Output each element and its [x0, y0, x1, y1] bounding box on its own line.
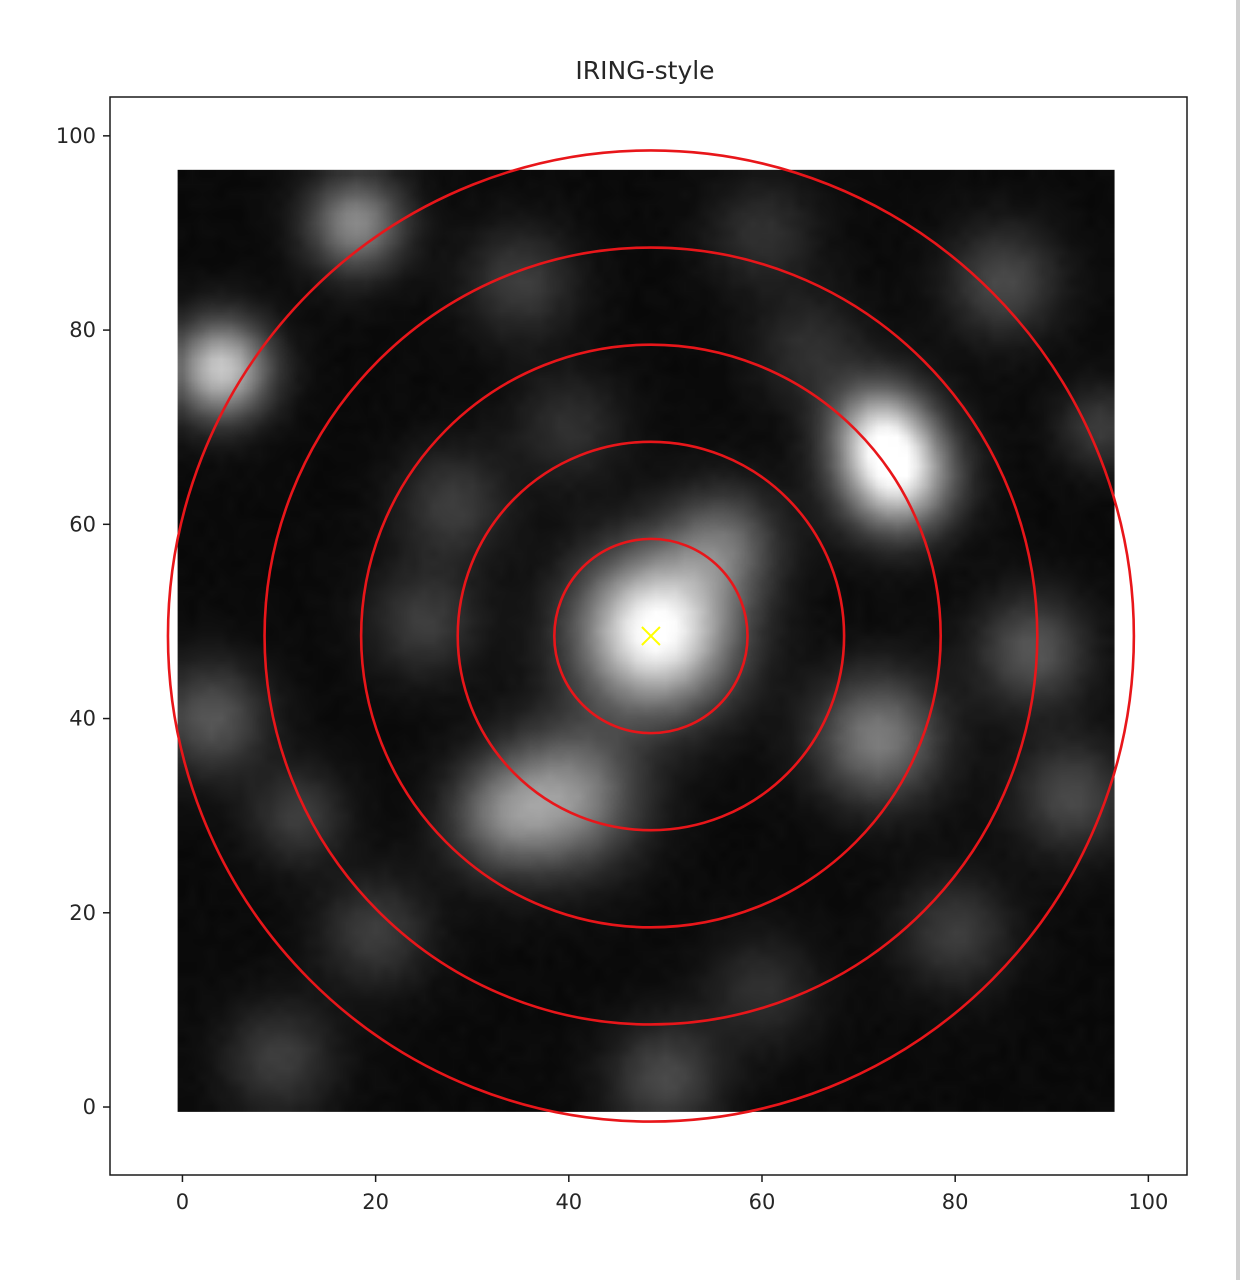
window-edge [1236, 0, 1240, 1280]
plot-area [109, 96, 1188, 1176]
ring-1 [553, 537, 749, 735]
x-tick-label: 0 [176, 1190, 189, 1214]
ring-5 [166, 149, 1136, 1123]
ring-4 [263, 246, 1039, 1026]
x-tick-label: 80 [942, 1190, 969, 1214]
x-tick-label: 40 [555, 1190, 582, 1214]
y-axis: 0 20 40 60 80 100 [56, 124, 110, 1119]
y-tick-label: 40 [69, 707, 96, 731]
aperture-rings [166, 149, 1136, 1123]
y-tick-label: 0 [83, 1095, 96, 1119]
x-axis: 0 20 40 60 80 100 [176, 1175, 1168, 1214]
y-tick-label: 100 [56, 124, 96, 148]
y-tick-label: 60 [69, 512, 96, 536]
y-tick-label: 80 [69, 318, 96, 342]
ring-2 [456, 440, 846, 832]
chart-title: IRING-style [575, 56, 714, 85]
center-marker [641, 626, 661, 646]
axes-frame [109, 96, 1188, 1176]
x-tick-label: 100 [1128, 1190, 1168, 1214]
x-tick-label: 60 [749, 1190, 776, 1214]
center-marker-layer [641, 626, 661, 646]
ring-3 [359, 343, 942, 929]
y-tick-label: 20 [69, 901, 96, 925]
x-tick-label: 20 [362, 1190, 389, 1214]
